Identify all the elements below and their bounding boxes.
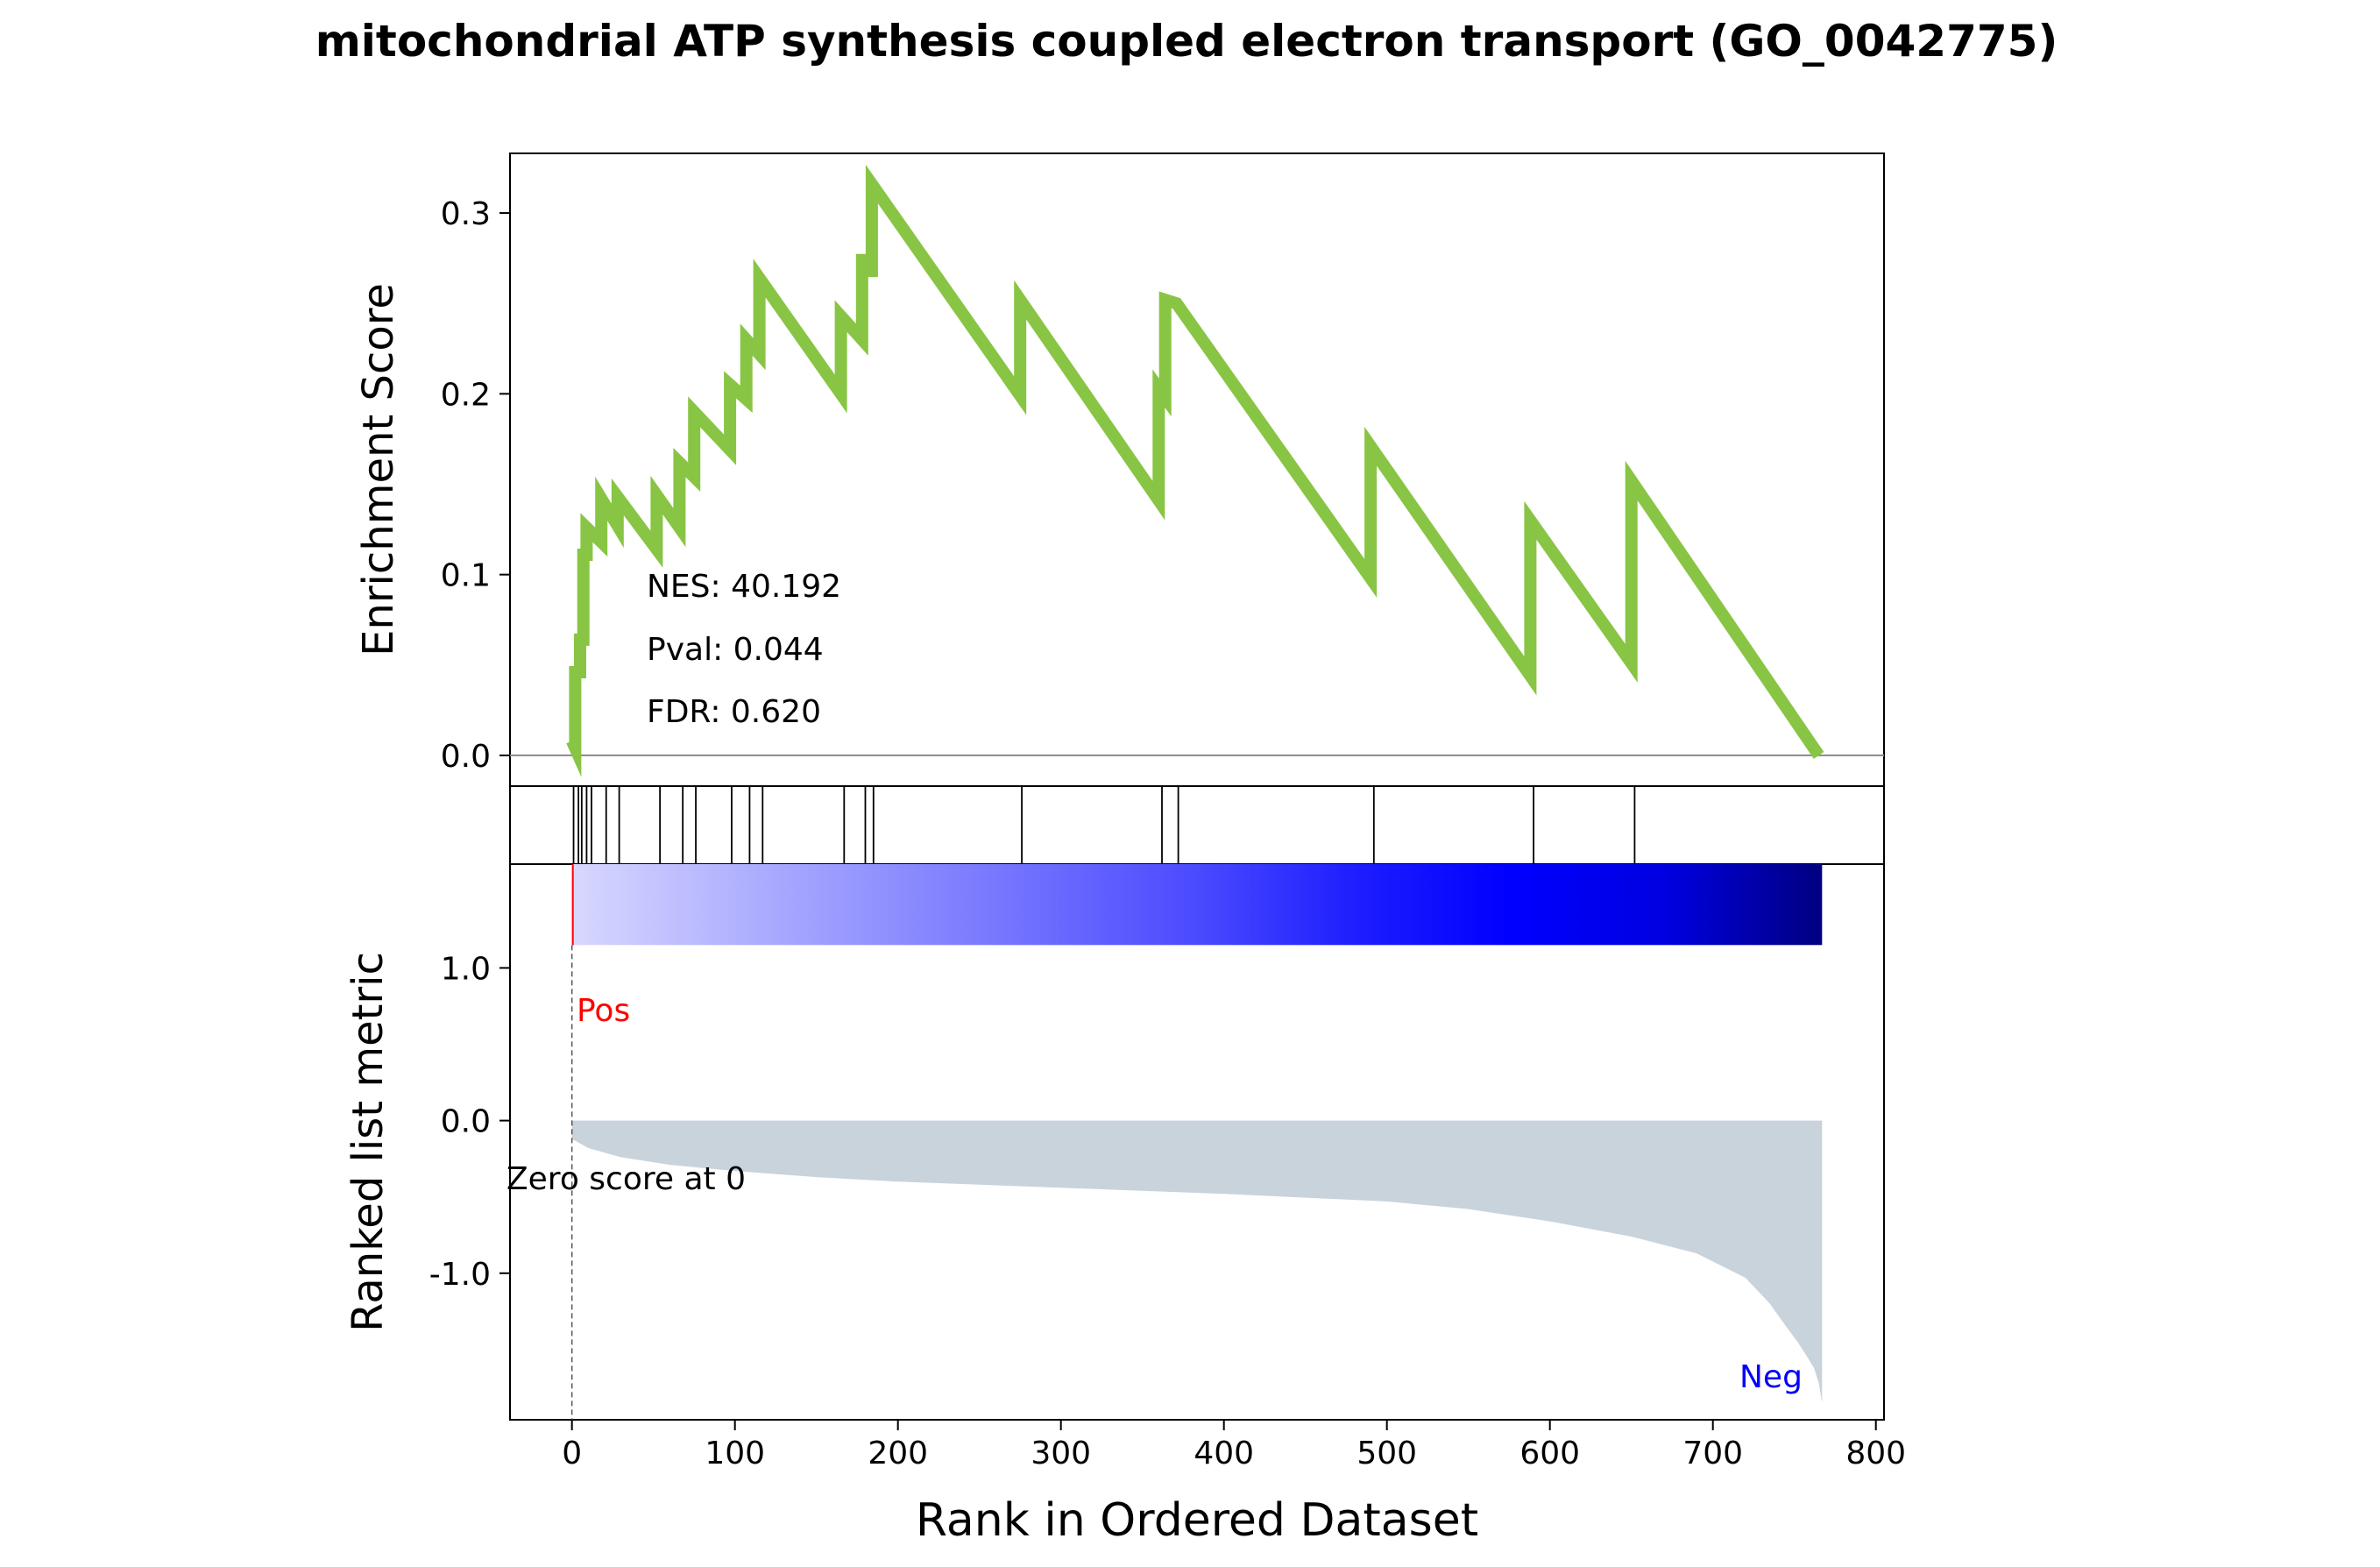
es-ytick-label: 0.1 <box>441 558 491 594</box>
enrichment-panel: 0.0 0.1 0.2 0.3 Enrichment Score NES: 40.19… <box>354 152 1885 787</box>
enrichment-plot-frame <box>509 152 1885 787</box>
nes-annotation: NES: 40.192 <box>647 569 841 605</box>
ranked-ytick-label: -1.0 <box>429 1257 491 1293</box>
fdr-annotation: FDR: 0.620 <box>647 694 821 730</box>
hits-frame <box>509 785 1885 865</box>
x-tick-label: 700 <box>1682 1436 1743 1471</box>
enrichment-score-line <box>566 164 1824 777</box>
es-ytick-label: 0.0 <box>441 739 491 775</box>
ranked-ytick-label: 0.0 <box>441 1104 491 1140</box>
chart-title: mitochondrial ATP synthesis coupled elec… <box>315 16 2058 67</box>
x-tick-label: 100 <box>705 1436 765 1471</box>
es-ytick-label: 0.3 <box>441 196 491 232</box>
ranked-panel: 1.0 0.0 -1.0 Ranked list metric Pos Neg Ze… <box>344 863 1885 1421</box>
zero-score-label: Zero score at 0 <box>506 1161 746 1197</box>
x-tick-label: 200 <box>868 1436 928 1471</box>
x-axis-label: Rank in Ordered Dataset <box>916 1494 1478 1547</box>
x-tick-label: 400 <box>1194 1436 1254 1471</box>
x-tick-label: 800 <box>1845 1436 1906 1471</box>
x-tick-label: 600 <box>1519 1436 1580 1471</box>
ranked-ylabel: Ranked list metric <box>344 952 393 1332</box>
x-tick-label: 0 <box>562 1436 582 1471</box>
x-tick-label: 300 <box>1031 1436 1091 1471</box>
x-tick-label: 500 <box>1356 1436 1417 1471</box>
neg-label: Neg <box>1739 1359 1803 1395</box>
es-ytick-label: 0.2 <box>441 377 491 413</box>
pos-label: Pos <box>577 993 630 1029</box>
pval-annotation: Pval: 0.044 <box>647 632 824 668</box>
rank-heatmap-bar <box>571 864 1823 946</box>
ranked-ytick-label: 1.0 <box>441 951 491 987</box>
x-axis: 0 100 200 300 400 500 600 700 800 <box>562 1420 1906 1471</box>
hits-panel <box>509 785 1885 865</box>
enrichment-ylabel: Enrichment Score <box>354 283 403 656</box>
ranked-metric-area <box>571 1120 1823 1403</box>
